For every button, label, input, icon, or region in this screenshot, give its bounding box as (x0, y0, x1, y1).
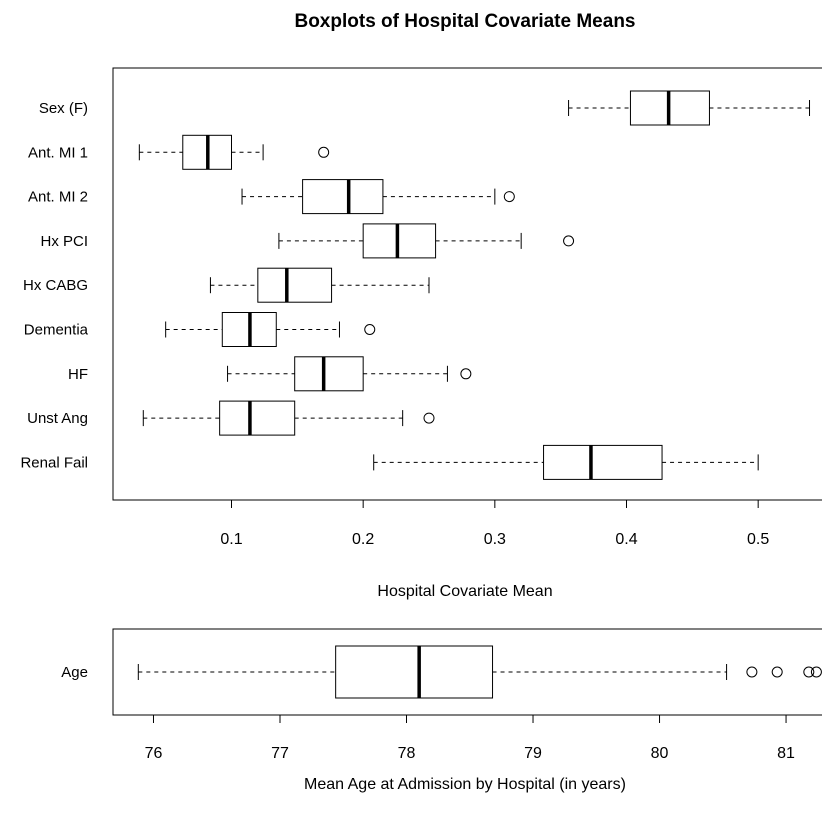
boxplot-sex-f: Sex (F) (39, 90, 811, 126)
plot-frame (112, 67, 822, 501)
category-label: HF (68, 366, 88, 383)
x-tick-label: 77 (271, 745, 289, 762)
outlier-point (746, 666, 758, 678)
boxplot-hf: HF (68, 356, 472, 392)
outlier-point (460, 368, 472, 380)
iqr-box (294, 356, 364, 392)
outlier-point (423, 412, 435, 424)
boxplot-ant-mi-2: Ant. MI 2 (28, 179, 515, 215)
x-tick-label: 0.5 (747, 531, 769, 548)
boxplot-renal-fail: Renal Fail (20, 444, 759, 480)
outlier-point (771, 666, 783, 678)
x-axis-label-age: Mean Age at Admission by Hospital (in ye… (304, 776, 626, 793)
boxplot-age: Age (61, 645, 822, 699)
boxplot-hx-pci: Hx PCI (40, 223, 575, 259)
x-tick-label: 80 (651, 745, 669, 762)
plot-frame (112, 628, 822, 716)
outlier-point (810, 666, 822, 678)
x-tick-label: 0.3 (484, 531, 506, 548)
outlier-point (803, 666, 815, 678)
boxplot-unst-ang: Unst Ang (27, 400, 435, 436)
category-label: Ant. MI 2 (28, 189, 88, 206)
boxplot-hx-cabg: Hx CABG (23, 267, 430, 303)
category-label: Age (61, 664, 88, 681)
x-tick-label: 76 (145, 745, 163, 762)
covariate-panel: 0.1 0.2 0.3 0.4 0.5 Sex (F) Ant. MI 1 Ant. MI 2… (20, 67, 822, 548)
outlier-point (503, 191, 515, 203)
x-tick-label: 81 (777, 745, 795, 762)
iqr-box (302, 179, 384, 215)
boxplot-ant-mi-1: Ant. MI 1 (28, 134, 330, 170)
iqr-box (335, 645, 494, 699)
x-tick-label: 0.1 (220, 531, 242, 548)
outlier-point (318, 146, 330, 158)
iqr-box (257, 267, 333, 303)
outlier-point (364, 324, 376, 335)
iqr-box (219, 400, 296, 436)
iqr-box (543, 444, 663, 480)
chart-title: Boxplots of Hospital Covariate Means (294, 11, 635, 32)
category-label: Unst Ang (27, 410, 88, 427)
x-tick-label: 78 (398, 745, 416, 762)
x-tick-label: 0.4 (615, 531, 637, 548)
x-axis-label-covariates: Hospital Covariate Mean (377, 583, 552, 600)
iqr-box (362, 223, 437, 259)
category-label: Ant. MI 1 (28, 144, 88, 161)
outlier-point (563, 235, 575, 247)
category-label: Sex (F) (39, 100, 88, 117)
category-label: Hx CABG (23, 277, 88, 294)
category-label: Dementia (24, 322, 89, 339)
x-tick-label: 0.2 (352, 531, 374, 548)
x-tick-label: 79 (524, 745, 542, 762)
age-panel: 76 77 78 79 80 81 Age (61, 628, 822, 762)
category-label: Hx PCI (40, 233, 88, 250)
category-label: Renal Fail (20, 454, 88, 471)
boxplot-dementia: Dementia (24, 312, 376, 347)
